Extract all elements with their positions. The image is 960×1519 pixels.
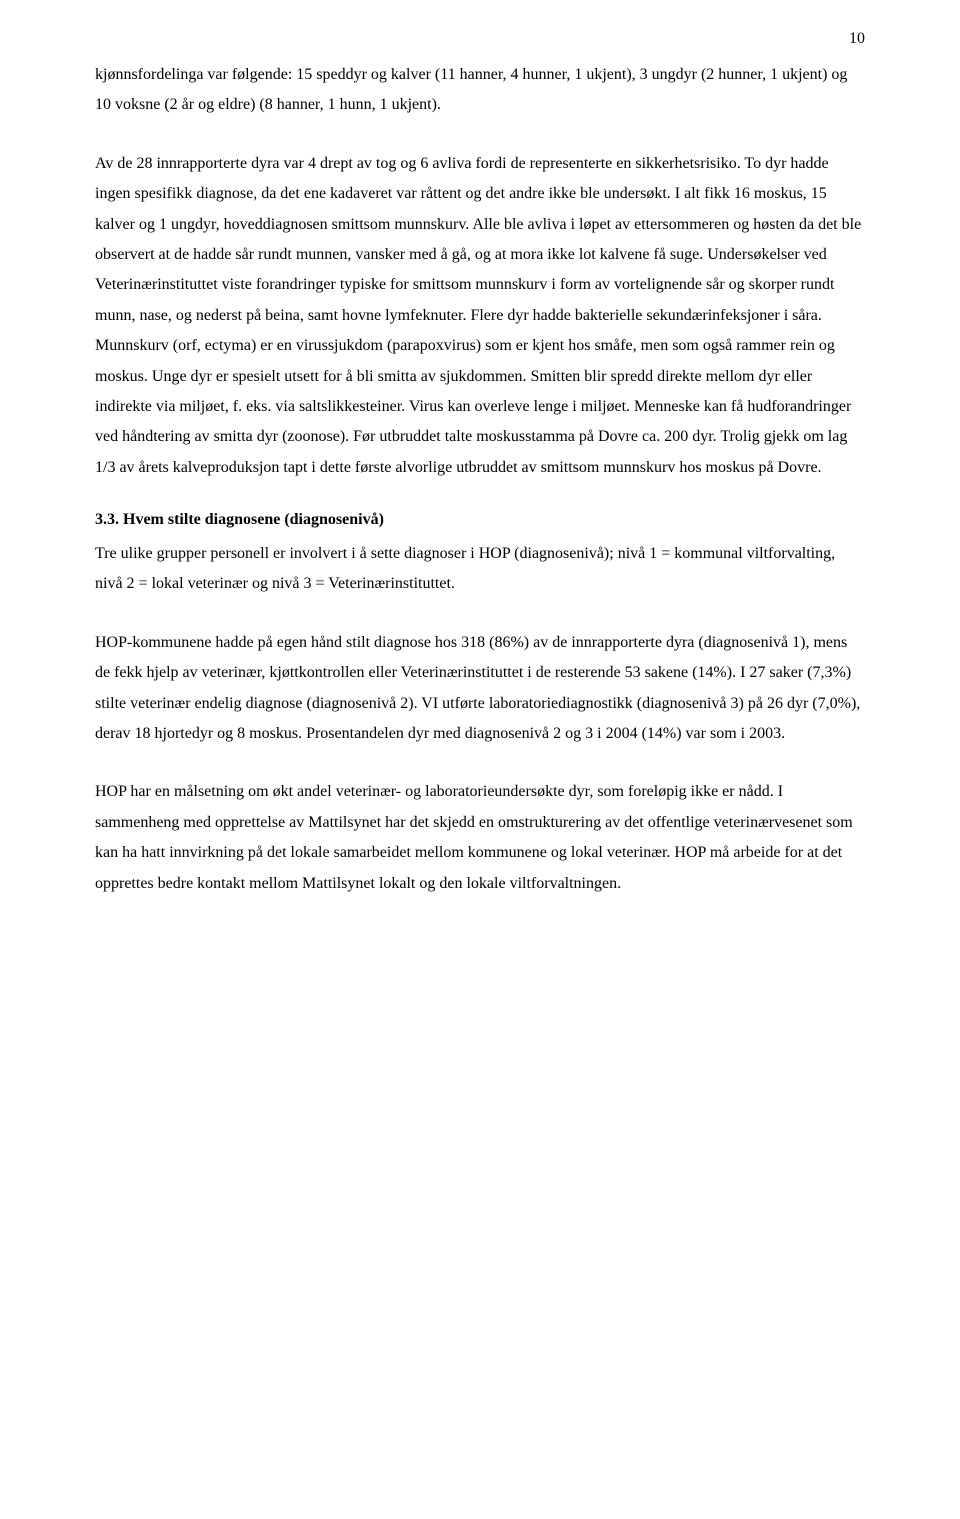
section-heading: 3.3. Hvem stilte diagnosene (diagnoseniv…: [95, 511, 865, 529]
paragraph-1: kjønnsfordelinga var følgende: 15 speddy…: [95, 60, 865, 121]
paragraph-2: Av de 28 innrapporterte dyra var 4 drept…: [95, 149, 865, 483]
page-number: 10: [849, 30, 865, 48]
paragraph-4: HOP-kommunene hadde på egen hånd stilt d…: [95, 628, 865, 750]
paragraph-5: HOP har en målsetning om økt andel veter…: [95, 777, 865, 899]
document-page: 10 kjønnsfordelinga var følgende: 15 spe…: [0, 0, 960, 987]
paragraph-3: Tre ulike grupper personell er involvert…: [95, 539, 865, 600]
